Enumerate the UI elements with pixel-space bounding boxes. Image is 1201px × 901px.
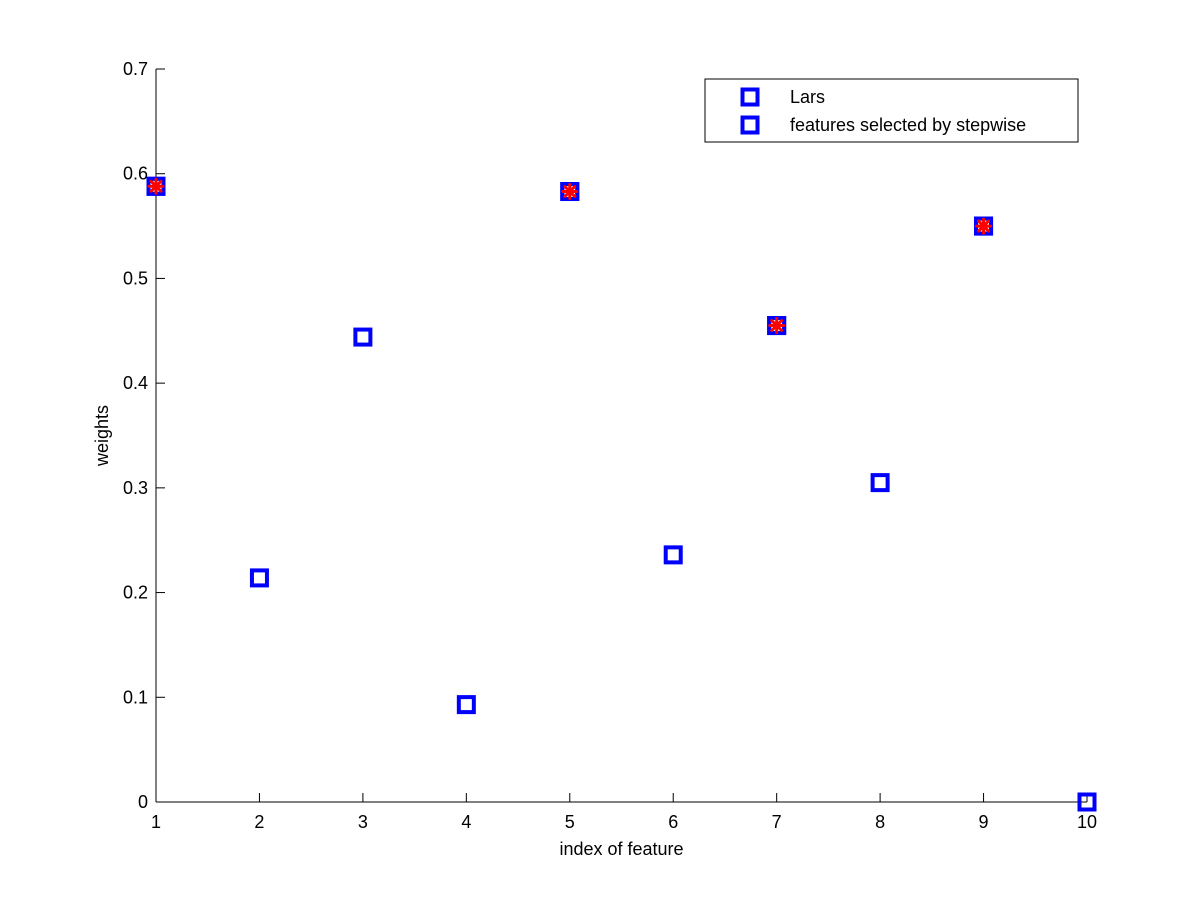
- legend-box: [704, 78, 1079, 143]
- asterisk-marker: [975, 217, 993, 235]
- y-tick-label: 0.7: [123, 59, 148, 79]
- y-tick-label: 0.1: [123, 687, 148, 707]
- square-marker: [870, 473, 890, 493]
- y-tick-label: 0: [138, 792, 148, 812]
- x-tick-label: 8: [875, 812, 885, 832]
- asterisk-stroke: [977, 219, 991, 233]
- x-tick-label: 2: [254, 812, 264, 832]
- square-marker: [456, 695, 476, 715]
- x-tick-label: 3: [358, 812, 368, 832]
- asterisk-stroke: [770, 319, 784, 332]
- data-marks: [146, 176, 1097, 812]
- square-marker: [740, 87, 760, 107]
- x-tick-label: 5: [565, 812, 575, 832]
- square-marker: [740, 115, 760, 135]
- x-axis-label: index of feature: [559, 839, 683, 859]
- x-tick-label: 9: [979, 812, 989, 832]
- x-tick-label: 10: [1077, 812, 1097, 832]
- y-axis-label: weights: [92, 405, 112, 467]
- asterisk-marker: [147, 177, 165, 195]
- axes: 1 2 3 4 5 6 7 8 9 10 0 0.1 0.2 0.3 0.4 0.5 0.6 0.7: [123, 59, 1097, 832]
- x-tick-label: 1: [151, 812, 161, 832]
- x-tick-label: 7: [772, 812, 782, 832]
- asterisk-marker: [768, 317, 786, 335]
- x-tick-label: 4: [461, 812, 471, 832]
- legend: Lars features selected by stepwise: [704, 78, 1079, 143]
- square-marker: [353, 327, 373, 347]
- y-tick-label: 0.3: [123, 478, 148, 498]
- y-tick-label: 0.5: [123, 268, 148, 288]
- x-tick-label: 6: [668, 812, 678, 832]
- legend-label: features selected by stepwise: [790, 115, 1026, 135]
- asterisk-stroke: [149, 179, 163, 193]
- legend-label: Lars: [790, 87, 825, 107]
- square-marker: [249, 568, 269, 588]
- y-tick-label: 0.4: [123, 373, 148, 393]
- y-tick-label: 0.2: [123, 583, 148, 603]
- y-tick-label: 0.6: [123, 164, 148, 184]
- square-marker: [663, 545, 683, 565]
- square-marker: [1077, 792, 1097, 812]
- asterisk-marker: [561, 183, 579, 201]
- asterisk-stroke: [563, 185, 577, 198]
